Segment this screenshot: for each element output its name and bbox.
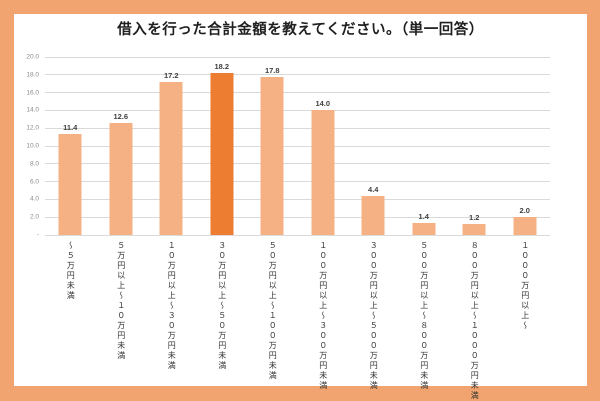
gridline [45, 234, 550, 236]
x-label-cell: １０万円以上～３０万円未満 [146, 241, 197, 393]
y-tick-label: 12.0 [26, 124, 39, 132]
x-label-cell: ３００万円以上～５００万円未満 [348, 241, 399, 393]
x-label-cell: ～５万円未満 [45, 241, 96, 393]
bar-column: 1.4 [399, 57, 450, 235]
bar-column: 2.0 [500, 57, 551, 235]
bar-column: 14.0 [298, 57, 349, 235]
bar [361, 195, 385, 235]
bar-value-label: 1.4 [418, 211, 429, 221]
bar-value-label: 14.0 [315, 99, 331, 109]
y-tick-label: 8.0 [29, 160, 39, 168]
x-label: ５０万円以上～１００万円未満 [268, 241, 278, 381]
x-label-cell: ３０万円以上～５０万円未満 [197, 241, 248, 393]
gridline [45, 109, 550, 111]
x-label: １００万円以上～３００万円未満 [318, 241, 328, 391]
y-axis: 20.0 18.0 16.0 14.0 12.0 10.0 8.0 6.0 4.0 2.0 - [14, 53, 41, 239]
chart-panel: 借入を行った合計金額を教えてください。（単一回答） 20.0 18.0 16.0 14… [14, 14, 587, 401]
chart-title: 借入を行った合計金額を教えてください。（単一回答） [117, 22, 484, 38]
x-label-cell: １００万円以上～３００万円未満 [298, 241, 349, 393]
bar-column: 4.4 [348, 57, 399, 235]
y-tick-label: - [36, 231, 39, 239]
x-label: ８００万円以上～１０００万円未満 [470, 241, 480, 401]
bar-value-label: 17.8 [264, 65, 280, 75]
bar [513, 217, 537, 235]
x-label: １０００万円以上～ [520, 241, 530, 331]
x-label-cell: ８００万円以上～１０００万円未満 [449, 241, 500, 401]
x-label: ５万円以上～１０万円未満 [116, 241, 126, 361]
x-label-cell: ５０万円以上～１００万円未満 [247, 241, 298, 393]
y-tick-label: 10.0 [26, 142, 39, 150]
x-axis-labels: ～５万円未満 ５万円以上～１０万円未満 １０万円以上～３０万円未満 ３０万円以上～５０… [45, 241, 551, 401]
bar-column: 18.2 [197, 57, 248, 235]
gridline [45, 74, 550, 76]
bar-value-label: 2.0 [519, 206, 530, 216]
bar-value-label: 4.4 [368, 184, 379, 194]
y-tick-label: 2.0 [29, 213, 39, 221]
bar-value-label: 12.6 [113, 111, 129, 121]
y-tick-label: 6.0 [29, 178, 39, 186]
bar-value-label: 17.2 [163, 70, 179, 80]
gridline [45, 127, 550, 129]
bar-value-label: 11.4 [63, 122, 78, 132]
y-tick-label: 4.0 [29, 195, 39, 203]
bar [412, 222, 436, 235]
bar-column: 12.6 [96, 57, 147, 235]
bar [260, 76, 284, 235]
bar [109, 122, 133, 235]
gridline [45, 163, 550, 165]
bar [58, 133, 82, 235]
x-label: ３０万円以上～５０万円未満 [217, 241, 227, 371]
bar [462, 224, 486, 235]
x-label: １０万円以上～３０万円未満 [167, 241, 177, 371]
gridline [45, 216, 550, 218]
bar-value-label: 18.2 [214, 62, 230, 72]
bar-column: 17.2 [146, 57, 197, 235]
x-label-cell: １０００万円以上～ [500, 241, 551, 393]
bar [159, 81, 183, 235]
bar-column: 11.4 [45, 57, 96, 235]
gridline [45, 56, 550, 58]
y-tick-label: 20.0 [26, 53, 39, 61]
y-tick-label: 14.0 [26, 106, 39, 114]
y-tick-label: 16.0 [26, 89, 39, 97]
y-tick-label: 18.0 [26, 71, 39, 79]
bar-column: 1.2 [449, 57, 500, 235]
bar-value-label: 1.2 [469, 213, 480, 223]
bar [210, 73, 234, 235]
plot-area: 11.4 12.6 17.2 18.2 17.8 14.0 4.4 1.4 1.2 2.0 [45, 56, 550, 236]
gridline [45, 92, 550, 94]
bar-column: 17.8 [247, 57, 298, 235]
bar [311, 110, 335, 235]
gridline [45, 181, 550, 183]
gridline [45, 198, 550, 200]
bar-columns: 11.4 12.6 17.2 18.2 17.8 14.0 4.4 1.4 1.2 2.0 [45, 57, 550, 235]
gridline [45, 145, 550, 147]
x-label: ３００万円以上～５００万円未満 [369, 241, 379, 391]
x-label: ５００万円以上～８００万円未満 [419, 241, 429, 391]
x-label-cell: ５００万円以上～８００万円未満 [399, 241, 450, 393]
x-label-cell: ５万円以上～１０万円未満 [96, 241, 147, 393]
x-label: ～５万円未満 [66, 241, 76, 301]
